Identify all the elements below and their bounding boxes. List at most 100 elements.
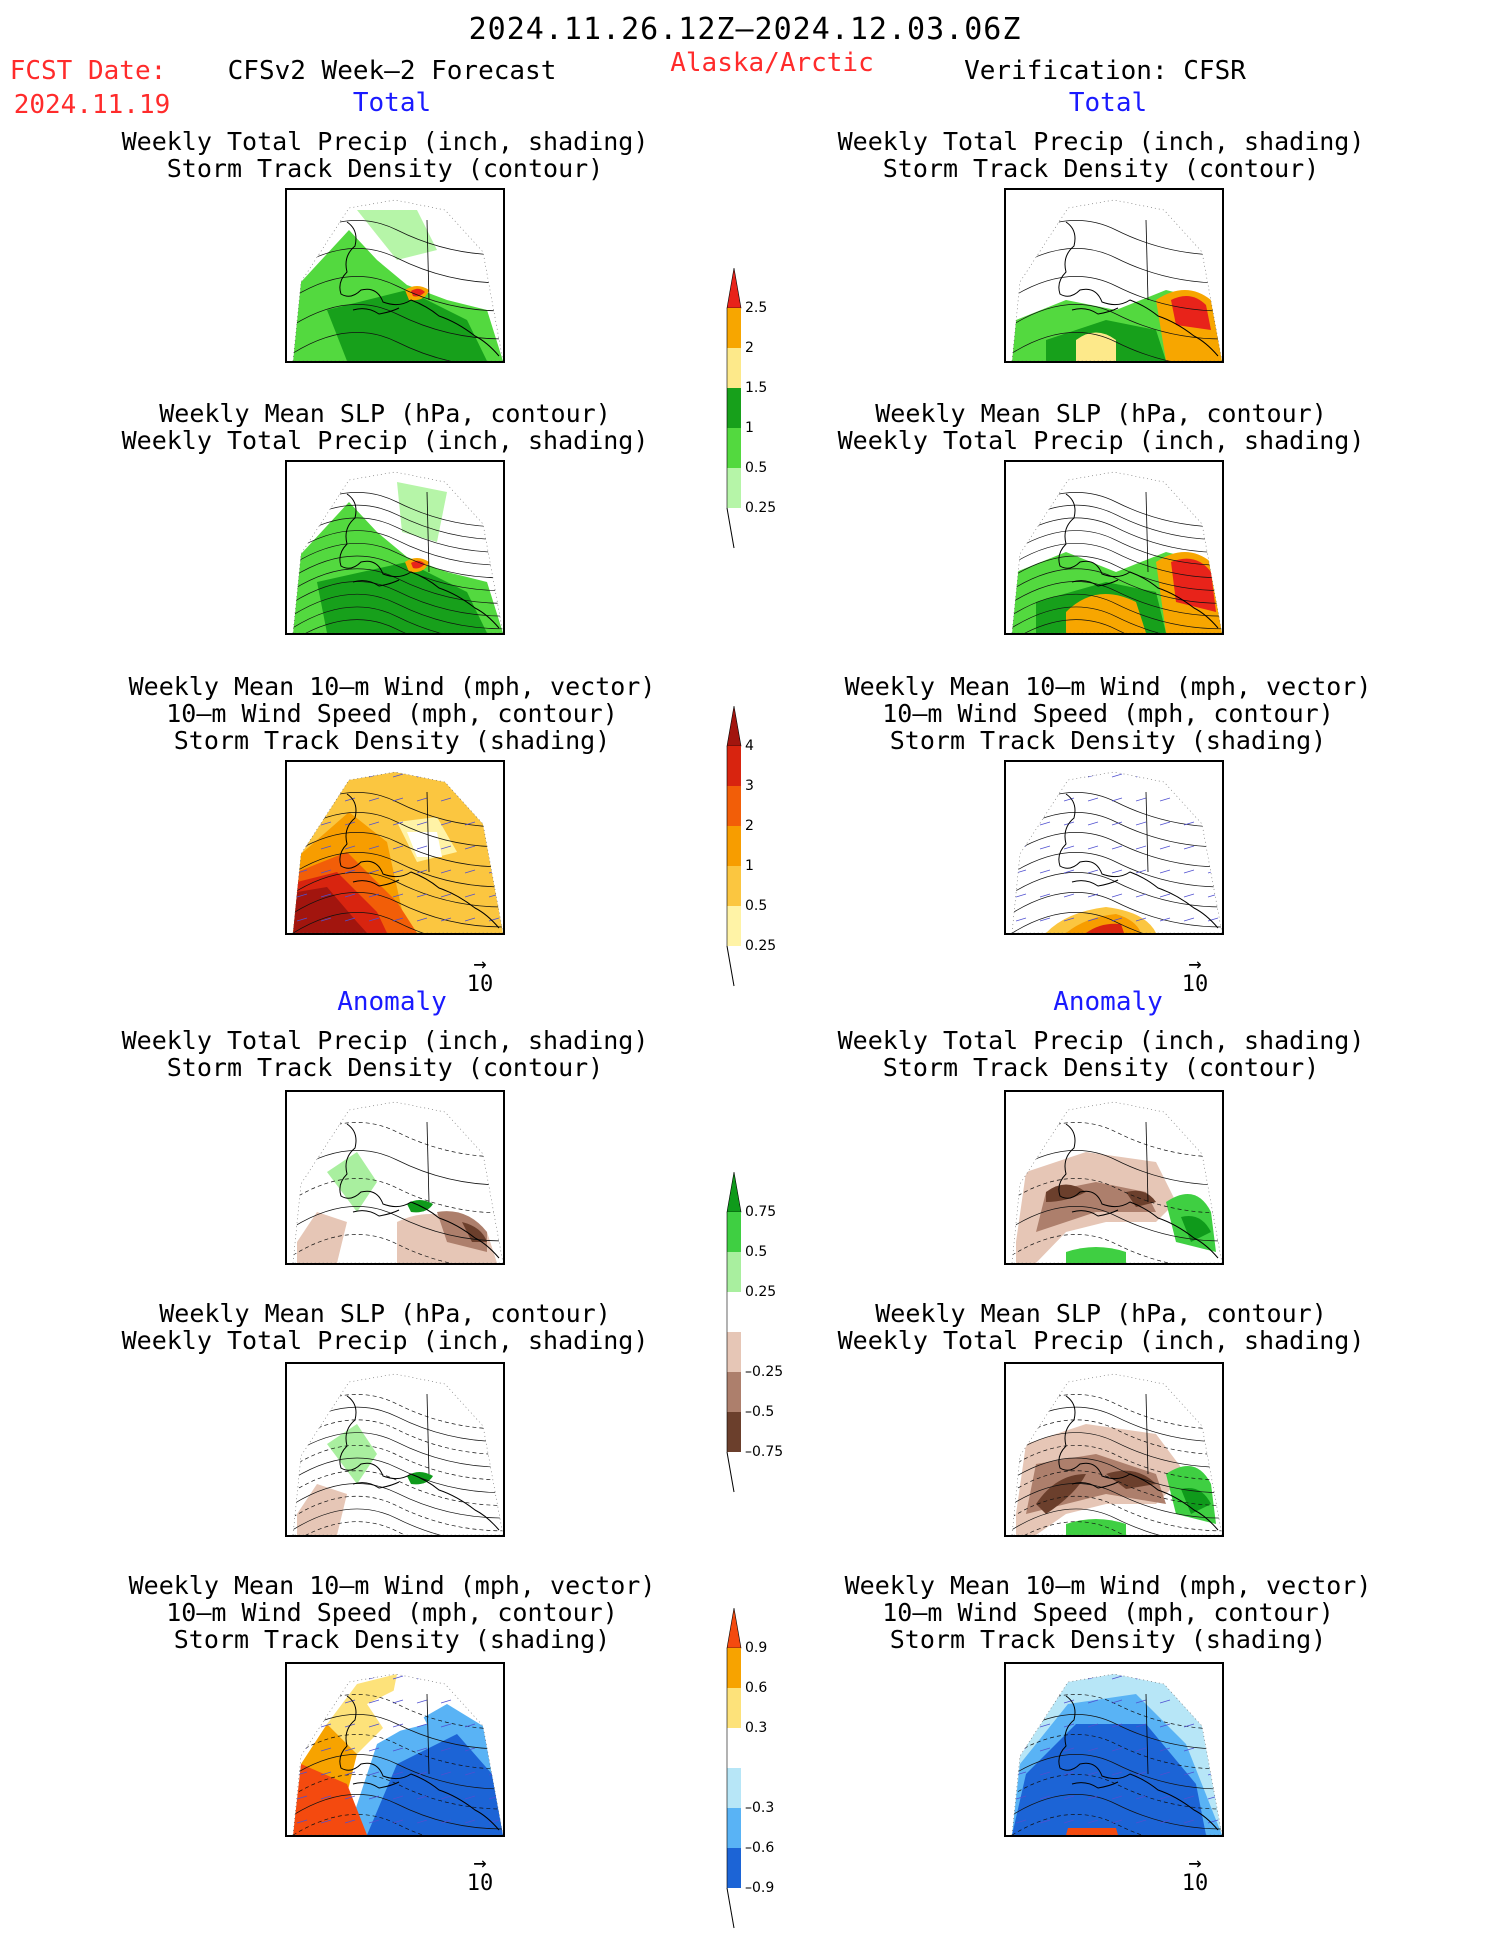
wind-vector xyxy=(1111,1747,1123,1752)
colorbar-svg xyxy=(726,1171,742,1493)
wind-vector xyxy=(392,1747,404,1752)
wind-vector xyxy=(1135,1795,1147,1800)
contour-line xyxy=(1012,1234,1222,1263)
contour-line xyxy=(293,852,503,888)
wind-vector xyxy=(1015,797,1027,802)
colorbar-segment xyxy=(727,1848,741,1888)
wind-vector xyxy=(1039,1723,1051,1728)
wind-vector xyxy=(1039,1819,1051,1824)
vector-reference: → 10 xyxy=(1181,1851,1209,1896)
wind-vector xyxy=(488,773,500,778)
wind-vector xyxy=(1111,1771,1123,1776)
map-plot xyxy=(292,199,503,361)
wind-vector xyxy=(296,1675,308,1680)
wind-vector xyxy=(464,1771,476,1776)
wind-vector xyxy=(320,845,332,850)
wind-vector xyxy=(344,1795,356,1800)
wind-vector xyxy=(1087,917,1099,922)
map-panel xyxy=(285,760,505,935)
wind-vector xyxy=(1015,1819,1027,1824)
wind-vector xyxy=(368,917,380,922)
contour-line xyxy=(1012,832,1222,868)
wind-vector xyxy=(440,821,452,826)
map-plot xyxy=(292,771,503,933)
wind-vector xyxy=(296,1747,308,1752)
wind-vector xyxy=(488,821,500,826)
wind-vector xyxy=(488,797,500,802)
colorbar-segment xyxy=(727,826,741,866)
border-line xyxy=(426,219,430,301)
colorbar-label: 0.6 xyxy=(745,1680,768,1696)
panel-title: Weekly Total Precip (inch, shading) Storm… xyxy=(121,127,649,183)
contour-line xyxy=(293,1734,503,1770)
contour-line xyxy=(293,1457,503,1493)
wind-vector xyxy=(1135,1675,1147,1680)
colorbar-segment xyxy=(727,1412,741,1452)
wind-vector xyxy=(296,1795,308,1800)
wind-vector xyxy=(1039,821,1051,826)
wind-vector xyxy=(1183,845,1195,850)
wind-vector xyxy=(1111,869,1123,874)
contour-line xyxy=(1012,593,1222,630)
wind-vector xyxy=(368,1723,380,1728)
map-panel xyxy=(285,460,505,635)
forecast-title: CFSv2 Week–2 Forecast xyxy=(227,56,557,86)
contour-line xyxy=(293,276,503,312)
wind-vector xyxy=(416,1699,428,1704)
wind-vector xyxy=(1087,1699,1099,1704)
coastline xyxy=(352,579,400,587)
wind-vector xyxy=(368,893,380,898)
wind-vector xyxy=(440,1747,452,1752)
wind-vector xyxy=(1111,1699,1123,1704)
wind-vector xyxy=(488,1699,500,1704)
colorbar-label: –0.25 xyxy=(745,1364,784,1380)
wind-vector xyxy=(368,1795,380,1800)
shading-region xyxy=(1171,558,1216,612)
wind-vector xyxy=(368,1819,380,1824)
wind-vector xyxy=(1159,797,1171,802)
wind-vector xyxy=(416,797,428,802)
panel-title: Weekly Total Precip (inch, shading) Storm… xyxy=(121,1026,649,1082)
wind-vector xyxy=(1207,1699,1219,1704)
colorbar-svg xyxy=(726,267,742,549)
wind-vector xyxy=(320,1747,332,1752)
colorbar-segment xyxy=(727,1808,741,1848)
map-plot xyxy=(1011,1101,1222,1263)
wind-vector xyxy=(1183,1771,1195,1776)
wind-vector xyxy=(1111,1819,1123,1824)
wind-vector xyxy=(1111,917,1123,922)
wind-vector xyxy=(440,1675,452,1680)
wind-vector xyxy=(392,917,404,922)
wind-vector xyxy=(464,821,476,826)
wind-vector xyxy=(1207,1723,1219,1728)
wind-vector xyxy=(368,1699,380,1704)
shading-region xyxy=(317,562,487,633)
wind-vector xyxy=(344,917,356,922)
wind-vector xyxy=(416,1819,428,1824)
contour-line xyxy=(293,832,503,868)
contour-line xyxy=(1012,1419,1222,1455)
wind-vector xyxy=(1135,869,1147,874)
coastline xyxy=(1058,1695,1219,1831)
wind-vector xyxy=(368,1771,380,1776)
wind-vector xyxy=(320,1675,332,1680)
panel-title: Weekly Total Precip (inch, shading) Storm… xyxy=(837,1026,1365,1082)
wind-vector xyxy=(344,893,356,898)
contour-line xyxy=(1012,912,1222,933)
contour-line xyxy=(293,872,503,908)
shading-region xyxy=(327,290,487,361)
shading-region xyxy=(301,1724,357,1794)
wind-vector xyxy=(1207,893,1219,898)
contour-line xyxy=(293,1483,503,1519)
contour-line xyxy=(293,530,503,566)
wind-vector xyxy=(1111,773,1123,778)
panel-title: Weekly Mean SLP (hPa, contour) Weekly Tot… xyxy=(837,1299,1365,1355)
coastline xyxy=(1058,221,1219,357)
colorbar-label: 1 xyxy=(745,420,754,436)
shading-region xyxy=(1012,1724,1206,1835)
wind-vector xyxy=(1063,1747,1075,1752)
wind-vector xyxy=(1183,917,1195,922)
wind-vector xyxy=(1087,797,1099,802)
contour-line xyxy=(293,1432,503,1468)
wind-vector xyxy=(320,773,332,778)
